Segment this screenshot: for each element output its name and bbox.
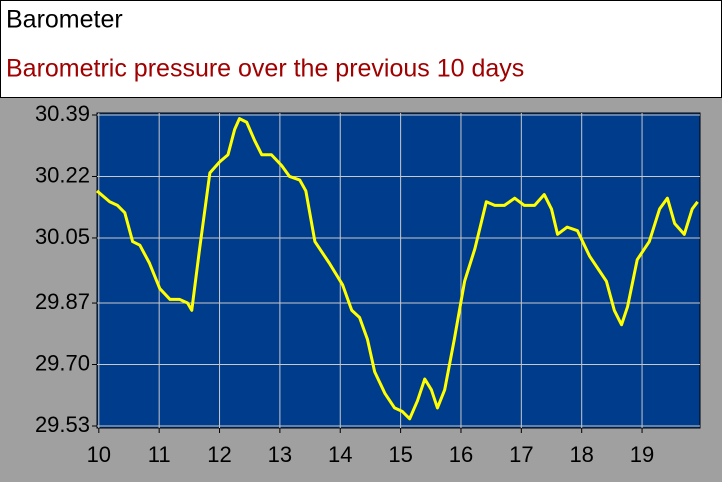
x-tick-label: 13	[268, 442, 292, 467]
x-tick-label: 11	[148, 442, 171, 467]
pressure-line	[96, 117, 699, 421]
x-tick-label: 19	[630, 442, 654, 467]
x-tick-label: 14	[328, 442, 352, 467]
x-tick-label: 18	[569, 442, 593, 467]
plot-area	[96, 112, 701, 429]
y-tick-label: 29.53	[35, 412, 90, 437]
y-tick-label: 30.22	[35, 162, 90, 187]
y-tick-label: 30.39	[35, 101, 90, 126]
header	[0, 0, 722, 98]
x-tick-label: 17	[509, 442, 533, 467]
chart-subtitle: Barometric pressure over the previous 10…	[6, 55, 524, 83]
y-tick-label: 30.05	[35, 224, 90, 249]
x-tick-label: 12	[207, 442, 231, 467]
x-tick-label: 16	[449, 442, 473, 467]
y-tick-label: 29.87	[35, 289, 90, 314]
y-tick-label: 29.70	[35, 350, 90, 375]
chart-title: Barometer	[6, 6, 123, 34]
x-tick-label: 15	[388, 442, 412, 467]
x-tick-label: 10	[87, 442, 111, 467]
